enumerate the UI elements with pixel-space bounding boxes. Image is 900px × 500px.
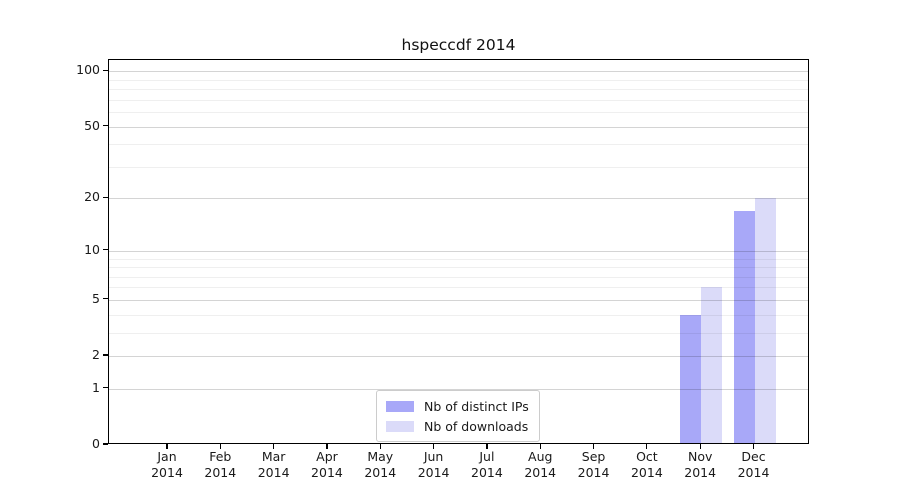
grid-line-minor — [109, 332, 808, 334]
x-tick-mark — [699, 444, 701, 449]
legend-swatch-distinct-ips — [386, 400, 414, 412]
x-tick-month: Dec — [741, 449, 766, 464]
x-tick-month: Nov — [687, 449, 713, 464]
x-tick-year: 2014 — [364, 465, 397, 480]
x-tick-year: 2014 — [417, 465, 450, 480]
grid-line-major — [109, 356, 808, 358]
y-tick-mark — [103, 387, 108, 389]
grid-line-minor — [109, 258, 808, 260]
x-tick-month: Sep — [581, 449, 606, 464]
grid-line-minor — [109, 112, 808, 114]
grid-line-minor — [109, 267, 808, 269]
grid-line-minor — [109, 99, 808, 101]
x-tick-label: Jun 2014 — [402, 449, 466, 481]
grid-line-minor — [109, 166, 808, 168]
x-tick-mark — [166, 444, 168, 449]
x-tick-mark — [379, 444, 381, 449]
x-tick-label: May 2014 — [348, 449, 412, 481]
x-tick-year: 2014 — [524, 465, 557, 480]
grid-line-minor — [109, 89, 808, 91]
x-tick-year: 2014 — [151, 465, 183, 480]
legend-swatch-downloads — [386, 420, 414, 432]
x-tick-label: Dec 2014 — [722, 449, 786, 481]
x-tick-mark — [752, 444, 755, 449]
bar-nb-of-distinct-ips-dec — [733, 210, 755, 444]
x-tick-label: Sep 2014 — [562, 449, 626, 481]
x-tick-month: Mar — [261, 449, 286, 464]
x-tick-year: 2014 — [684, 465, 717, 480]
legend-item-distinct-ips: Nb of distinct IPs — [386, 396, 529, 416]
grid-line-minor — [109, 79, 808, 81]
x-tick-month: Jan — [157, 449, 177, 464]
x-tick-month: Apr — [316, 449, 338, 464]
y-tick-label: 50 — [84, 117, 100, 133]
x-tick-label: Oct 2014 — [615, 449, 679, 481]
x-tick-month: Feb — [209, 449, 232, 464]
grid-line-major — [109, 388, 808, 390]
x-tick-month: Jul — [479, 449, 495, 464]
x-tick-label: Jul 2014 — [455, 449, 519, 481]
x-tick-year: 2014 — [257, 465, 290, 480]
grid-line-minor — [109, 287, 808, 289]
x-tick-month: Jun — [423, 449, 444, 464]
y-tick-label: 5 — [92, 290, 100, 306]
x-tick-year: 2014 — [311, 465, 343, 480]
x-tick-month: Aug — [528, 449, 553, 464]
x-tick-year: 2014 — [630, 465, 663, 480]
x-tick-mark — [433, 444, 435, 449]
grid-line-major — [109, 250, 808, 252]
bar-nb-of-downloads-nov — [701, 287, 723, 444]
x-tick-label: Jan 2014 — [135, 449, 199, 481]
x-tick-year: 2014 — [737, 465, 770, 480]
x-tick-year: 2014 — [471, 465, 503, 480]
grid-line-major — [109, 299, 808, 301]
legend-label-distinct-ips: Nb of distinct IPs — [424, 398, 529, 414]
plot-area — [108, 59, 809, 444]
grid-line-minor — [109, 276, 808, 278]
x-tick-label: Aug 2014 — [508, 449, 572, 481]
y-tick-label: 10 — [84, 241, 100, 257]
y-tick-mark — [103, 298, 108, 300]
x-tick-label: Apr 2014 — [295, 449, 359, 481]
x-tick-month: Oct — [636, 449, 658, 464]
x-tick-mark — [592, 444, 595, 449]
x-tick-year: 2014 — [204, 465, 237, 480]
legend-label-downloads: Nb of downloads — [424, 418, 529, 434]
y-tick-mark — [103, 196, 108, 198]
y-tick-mark — [103, 124, 108, 127]
x-tick-month: May — [367, 449, 394, 464]
x-tick-mark — [273, 444, 275, 449]
x-tick-mark — [326, 444, 328, 449]
y-tick-mark — [103, 354, 108, 356]
y-tick-mark — [103, 249, 108, 251]
grid-line-major — [109, 126, 808, 128]
x-tick-year: 2014 — [577, 465, 610, 480]
x-tick-mark — [646, 444, 648, 449]
bar-nb-of-downloads-dec — [754, 198, 776, 444]
x-tick-mark — [539, 444, 541, 449]
bar-nb-of-distinct-ips-nov — [680, 314, 702, 444]
x-tick-label: Mar 2014 — [242, 449, 306, 481]
chart-title: hspeccdf 2014 — [401, 36, 516, 54]
grid-line-major — [109, 198, 808, 200]
y-tick-label: 2 — [92, 347, 100, 363]
grid-line-minor — [109, 314, 808, 316]
y-tick-mark — [103, 443, 108, 445]
y-tick-label: 100 — [76, 62, 100, 78]
y-tick-label: 0 — [92, 436, 100, 451]
x-tick-label: Nov 2014 — [668, 449, 732, 481]
legend: Nb of distinct IPs Nb of downloads — [376, 390, 540, 442]
x-tick-mark — [219, 444, 221, 449]
y-tick-label: 20 — [84, 189, 100, 205]
y-tick-label: 1 — [92, 379, 100, 395]
x-tick-mark — [486, 444, 488, 449]
legend-item-downloads: Nb of downloads — [386, 416, 529, 436]
grid-line-major — [109, 71, 808, 73]
x-tick-label: Feb 2014 — [188, 449, 252, 481]
y-tick-mark — [103, 69, 108, 71]
grid-line-minor — [109, 144, 808, 146]
